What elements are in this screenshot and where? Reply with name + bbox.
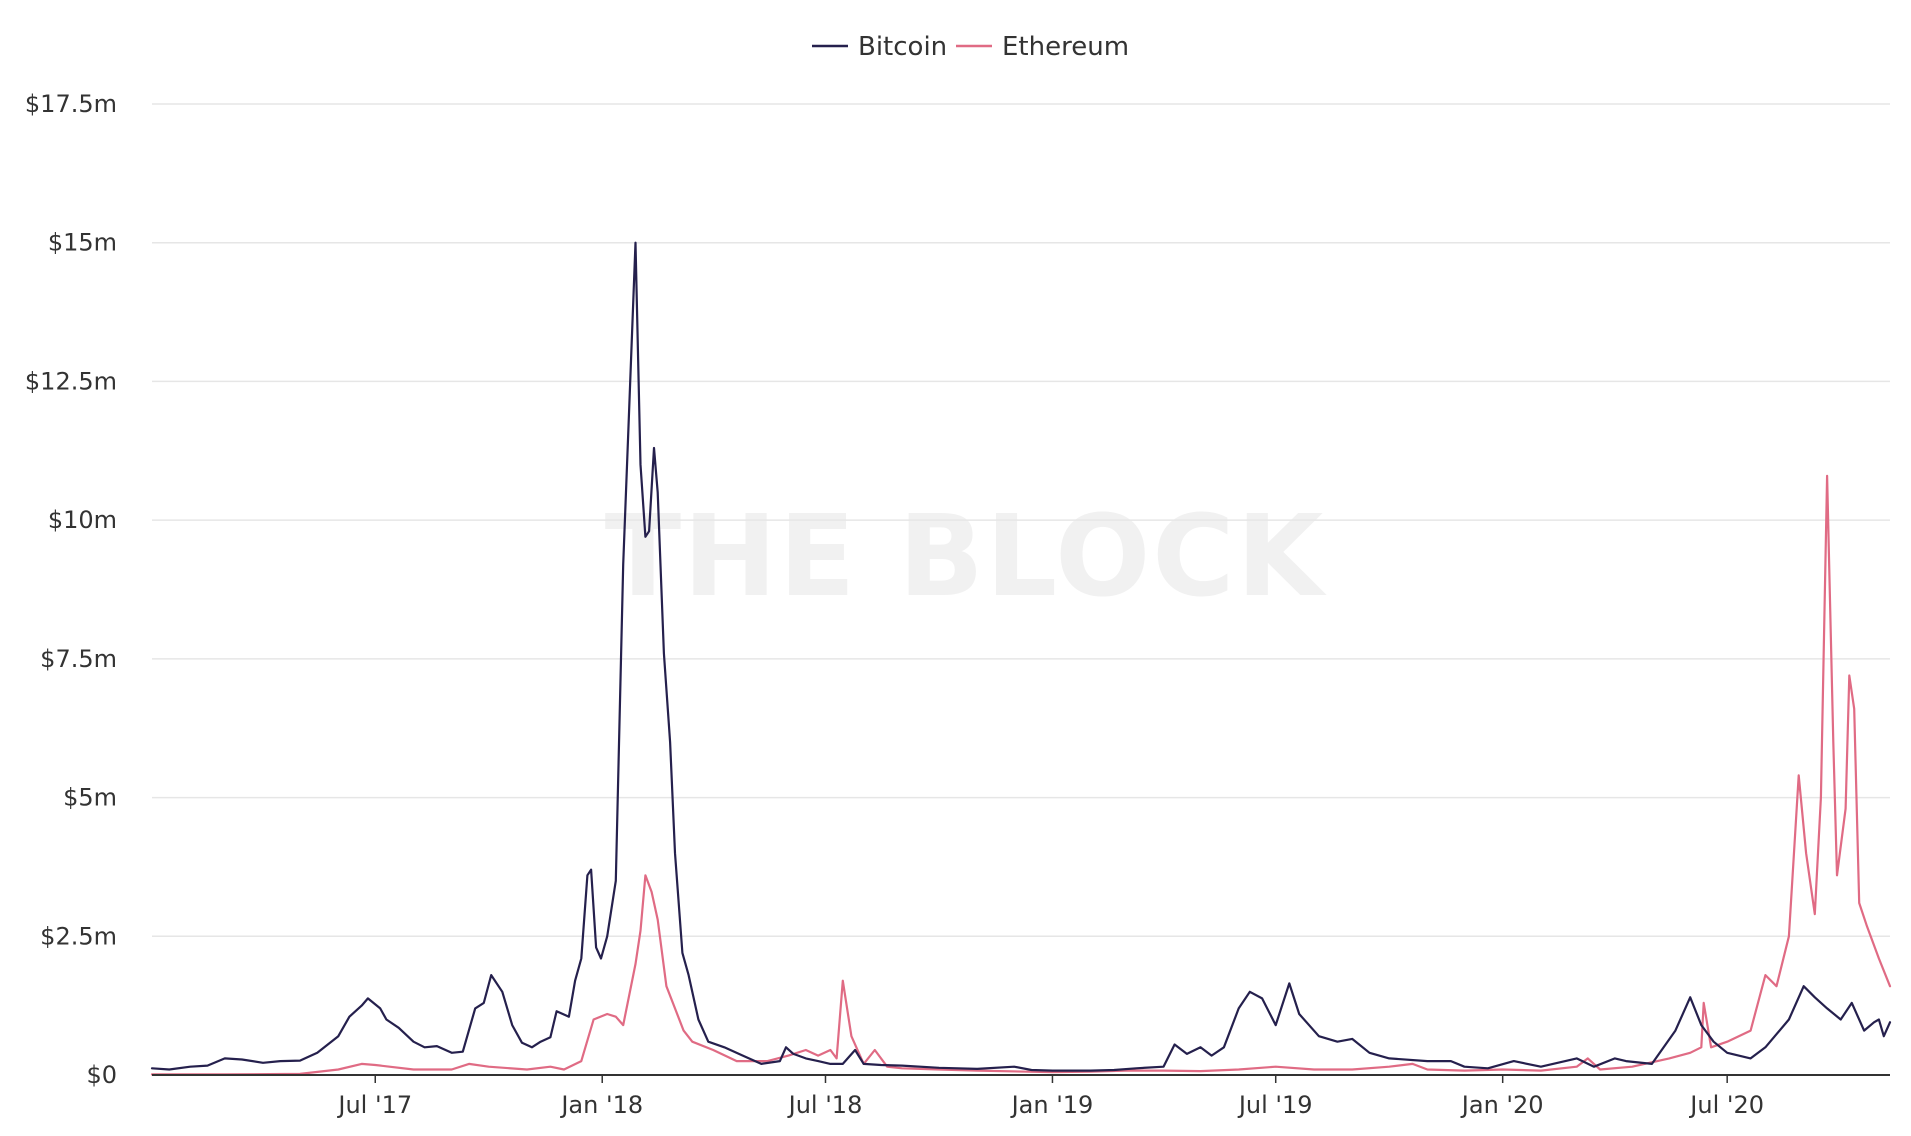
- y-tick-label: $2.5m: [40, 922, 117, 950]
- legend-item-ethereum[interactable]: Ethereum: [956, 32, 1129, 62]
- y-tick-label: $12.5m: [25, 367, 117, 395]
- legend-label: Bitcoin: [858, 32, 947, 62]
- x-tick-label: Jul '17: [336, 1091, 412, 1119]
- legend-label: Ethereum: [1002, 32, 1129, 62]
- x-tick-label: Jan '18: [559, 1091, 643, 1119]
- series-lines: [150, 241, 1892, 1076]
- x-tick-label: Jul '20: [1688, 1091, 1764, 1119]
- y-tick-label: $0: [86, 1061, 117, 1089]
- x-tick-label: Jul '19: [1237, 1091, 1313, 1119]
- x-tick-label: Jul '18: [787, 1091, 863, 1119]
- gridlines: [152, 103, 1890, 938]
- y-tick-label: $15m: [48, 229, 117, 257]
- y-tick-label: $10m: [48, 506, 117, 534]
- watermark: THE BLOCK: [605, 492, 1328, 622]
- axes: $0 $2.5m $5m $7.5m $10m $12.5m $15m $17.5m Jul '…: [25, 90, 1890, 1119]
- series-line-bitcoin: [150, 241, 1892, 1072]
- legend-item-bitcoin[interactable]: Bitcoin: [812, 32, 947, 62]
- series-line-ethereum: [150, 474, 1892, 1076]
- y-tick-label: $5m: [63, 784, 117, 812]
- legend[interactable]: Bitcoin Ethereum: [812, 32, 1129, 62]
- x-tick-label: Jan '19: [1010, 1091, 1094, 1119]
- y-tick-label: $17.5m: [25, 90, 117, 118]
- y-tick-label: $7.5m: [40, 645, 117, 673]
- x-tick-label: Jan '20: [1460, 1091, 1544, 1119]
